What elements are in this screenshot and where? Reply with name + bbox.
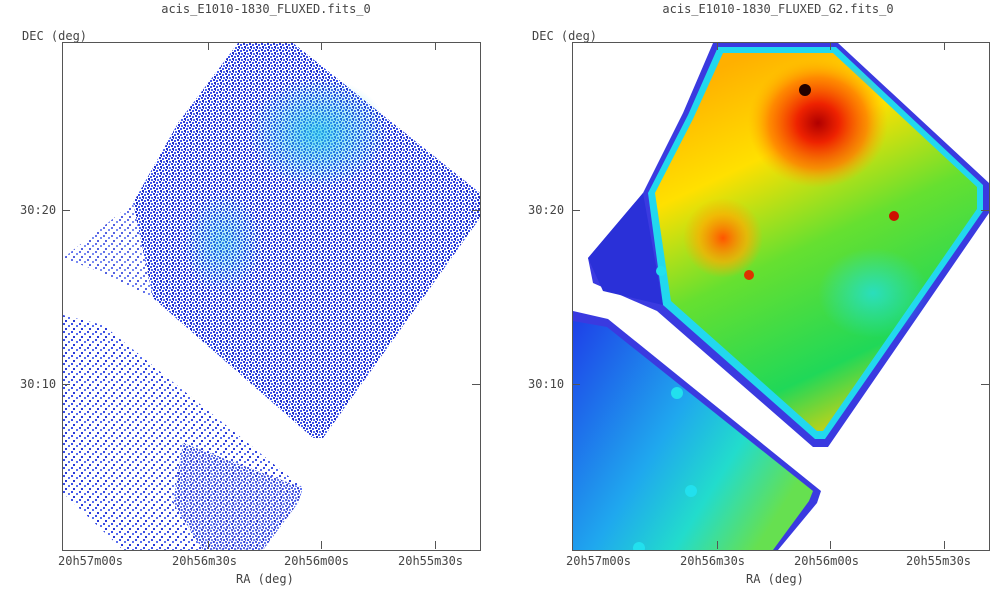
right-panel-title: acis_E1010-1830_FLUXED_G2.fits_0	[662, 2, 894, 16]
right-dec-tick	[981, 384, 989, 385]
right-dec-tick	[981, 210, 989, 211]
main-chip-faint-edge	[63, 203, 153, 298]
left-ra-tick-label: 20h56m00s	[284, 554, 350, 568]
right-ra-tick	[944, 541, 945, 549]
right-ra-tick	[830, 42, 831, 50]
left-dec-tick	[62, 210, 70, 211]
diffuse-emission	[248, 78, 388, 188]
right-ra-tick-label: 20h55m30s	[906, 554, 972, 568]
left-ra-tick	[435, 42, 436, 50]
cool-region	[818, 248, 928, 338]
main-chip-raw	[133, 43, 480, 438]
right-ra-tick	[830, 541, 831, 549]
left-dec-axis-label: DEC (deg)	[22, 29, 88, 43]
left-dec-tick	[62, 384, 70, 385]
left-ra-tick-label: 20h55m30s	[398, 554, 464, 568]
left-ra-tick	[208, 42, 209, 50]
raw-counts-image	[63, 43, 480, 550]
point-source	[633, 542, 645, 550]
right-ra-tick	[717, 42, 718, 50]
main-chip-smoothed	[655, 53, 977, 431]
right-ra-tick-label: 20h56m00s	[794, 554, 860, 568]
left-ra-tick-label: 20h56m30s	[172, 554, 238, 568]
hot-emission-region	[748, 58, 888, 188]
point-source	[685, 485, 697, 497]
lower-chip-smoothed	[573, 321, 813, 550]
right-dec-tick-label: 30:20	[528, 203, 565, 217]
right-image-panel[interactable]	[572, 42, 990, 551]
right-dec-tick	[572, 210, 580, 211]
lower-chip-dense	[173, 443, 303, 550]
left-dec-tick	[472, 384, 480, 385]
point-source	[656, 266, 666, 276]
warm-emission-region	[683, 198, 763, 278]
right-ra-tick-label: 20h56m30s	[680, 554, 746, 568]
right-ra-axis-label: RA (deg)	[746, 572, 804, 586]
diffuse-emission-2	[183, 193, 263, 293]
main-chip-faint-edge	[588, 193, 663, 305]
left-ra-tick	[435, 541, 436, 549]
left-ra-tick	[208, 541, 209, 549]
right-dec-tick-label: 30:10	[528, 377, 565, 391]
left-ra-tick-label: 20h57m00s	[58, 554, 124, 568]
right-dec-axis-label: DEC (deg)	[532, 29, 598, 43]
point-source	[671, 387, 683, 399]
left-dec-tick-label: 30:20	[20, 203, 57, 217]
left-panel-title: acis_E1010-1830_FLUXED.fits_0	[161, 2, 371, 16]
right-dec-tick	[572, 384, 580, 385]
smoothed-image	[573, 43, 989, 550]
right-ra-tick	[944, 42, 945, 50]
left-ra-tick	[321, 42, 322, 50]
left-image-panel[interactable]	[62, 42, 481, 551]
left-ra-tick	[321, 541, 322, 549]
left-ra-axis-label: RA (deg)	[236, 572, 294, 586]
point-source	[744, 270, 754, 280]
point-source	[799, 84, 811, 96]
right-ra-tick-label: 20h57m00s	[566, 554, 632, 568]
point-source	[889, 211, 899, 221]
left-dec-tick	[472, 210, 480, 211]
right-ra-tick	[717, 541, 718, 549]
left-dec-tick-label: 30:10	[20, 377, 57, 391]
